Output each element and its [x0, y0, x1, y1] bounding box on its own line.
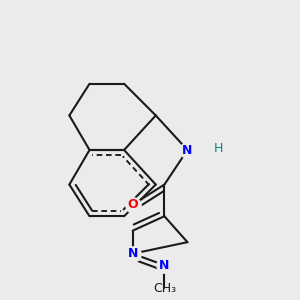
Text: H: H — [213, 142, 223, 155]
Text: N: N — [128, 247, 138, 260]
Text: O: O — [128, 198, 138, 211]
Text: N: N — [182, 143, 193, 157]
Text: N: N — [159, 259, 170, 272]
Text: CH₃: CH₃ — [153, 282, 176, 295]
